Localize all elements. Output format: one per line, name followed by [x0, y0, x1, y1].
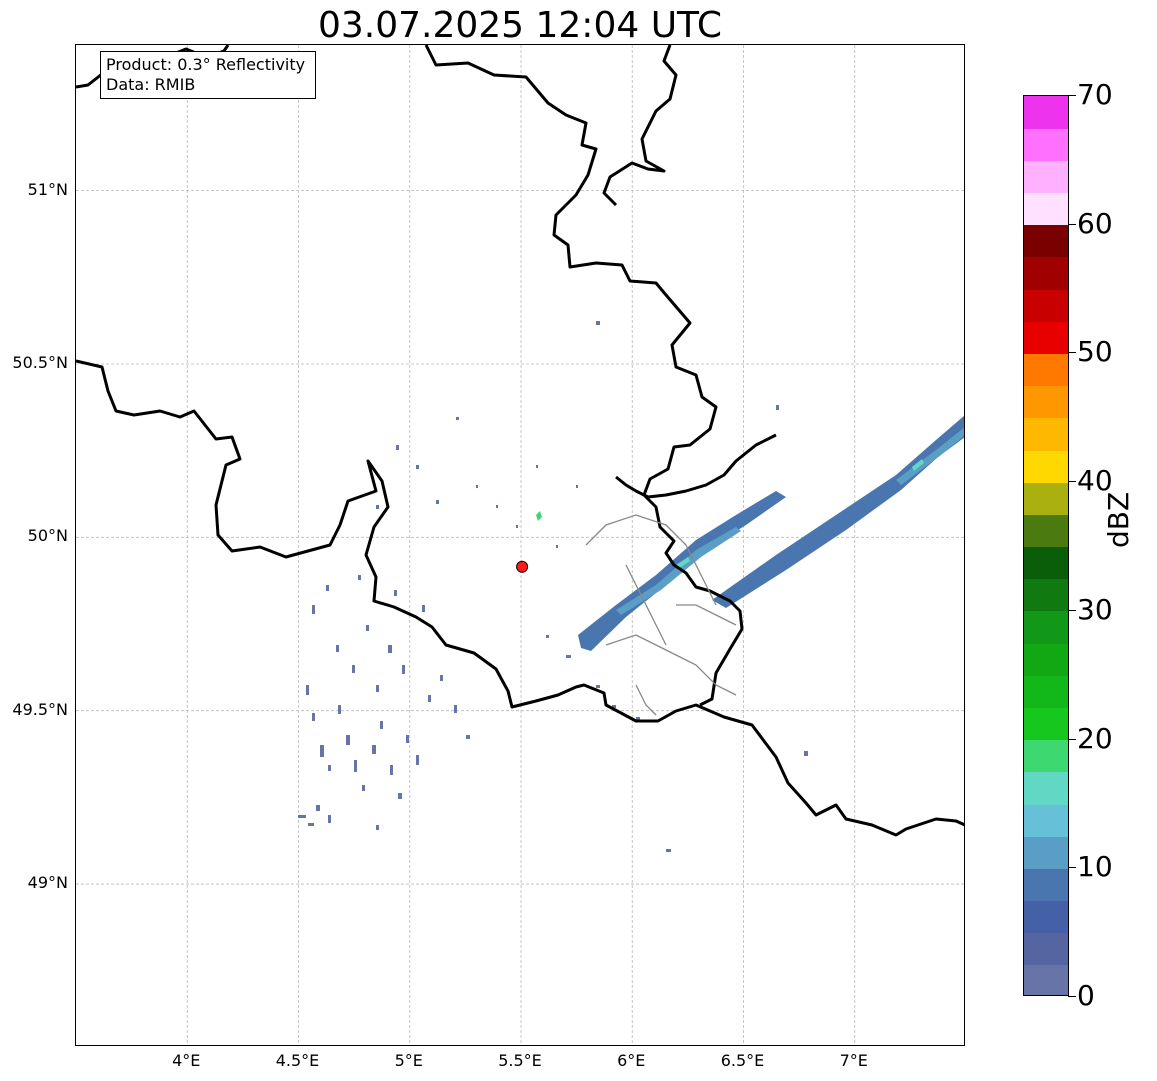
colorbar-segment: [1024, 417, 1068, 451]
radar-echoes: [298, 321, 964, 852]
colorbar-segment: [1024, 482, 1068, 515]
longitude-tick-label: 4.5°E: [275, 1051, 320, 1070]
colorbar-segment: [1024, 771, 1068, 805]
latitude-tick-label: 49.5°N: [12, 699, 68, 719]
colorbar-segment: [1024, 546, 1068, 580]
radar-site-marker: [516, 560, 529, 573]
colorbar-segment: [1024, 128, 1068, 161]
colorbar-tick-mark: [1068, 996, 1076, 997]
latitude-tick-label: 51°N: [27, 179, 68, 199]
colorbar-tick-mark: [1068, 223, 1076, 225]
colorbar-segment: [1024, 385, 1068, 419]
province-borders: [585, 514, 737, 716]
colorbar-tick-label: 40: [1077, 464, 1113, 498]
colorbar-tick-mark: [1068, 481, 1076, 483]
colorbar-label: dBZ: [1102, 491, 1135, 548]
colorbar-segment: [1024, 224, 1068, 258]
colorbar-tick-label: 70: [1077, 78, 1113, 111]
longitude-tick-label: 7°E: [839, 1051, 868, 1070]
colorbar-segment: [1024, 643, 1068, 676]
latitude-tick-label: 50.5°N: [12, 352, 68, 372]
dbz-colorbar: [1023, 95, 1069, 996]
colorbar-segment: [1024, 289, 1068, 322]
map-title: 03.07.2025 12:04 UTC: [317, 5, 723, 46]
colorbar-segment: [1024, 353, 1068, 387]
longitude-tick-label: 4°E: [172, 1051, 201, 1070]
colorbar-tick-label: 0: [1077, 979, 1095, 1012]
country-borders: [76, 45, 964, 837]
longitude-tick-label: 5°E: [394, 1051, 423, 1070]
product-label: Product: 0.3° Reflectivity: [106, 55, 306, 74]
longitude-tick-label: 6.5°E: [720, 1051, 765, 1070]
colorbar-segment: [1024, 675, 1068, 708]
colorbar-tick-label: 30: [1077, 592, 1113, 626]
colorbar-tick-label: 10: [1077, 850, 1113, 884]
colorbar-tick-mark: [1068, 95, 1076, 96]
data-source-label: Data: RMIB: [106, 75, 196, 94]
colorbar-segment: [1024, 610, 1068, 644]
longitude-tick-label: 5.5°E: [498, 1051, 542, 1070]
colorbar-segment: [1024, 514, 1068, 548]
colorbar-segment: [1024, 803, 1068, 837]
colorbar-tick-label: 20: [1077, 721, 1113, 755]
latitude-tick-label: 50°N: [27, 526, 68, 546]
colorbar-segment: [1024, 192, 1068, 226]
colorbar-segment: [1024, 96, 1068, 129]
colorbar-segment: [1024, 707, 1068, 741]
colorbar-segment: [1024, 321, 1068, 355]
longitude-tick-label: 6°E: [617, 1051, 646, 1070]
colorbar-tick-label: 50: [1077, 335, 1113, 369]
colorbar-segment: [1024, 739, 1068, 773]
colorbar-segment: [1024, 836, 1068, 869]
latitude-tick-label: 49°N: [27, 873, 68, 893]
colorbar-tick-label: 60: [1077, 206, 1113, 240]
colorbar-segment: [1024, 964, 1068, 995]
gridlines: [76, 45, 964, 1045]
colorbar-segment: [1024, 160, 1068, 194]
colorbar-tick-mark: [1068, 738, 1076, 740]
radar-map[interactable]: [75, 44, 965, 1046]
colorbar-segment: [1024, 868, 1068, 902]
colorbar-tick-mark: [1068, 609, 1076, 611]
colorbar-segment: [1024, 900, 1068, 934]
colorbar-tick-mark: [1068, 352, 1076, 354]
colorbar-tick-mark: [1068, 867, 1076, 869]
colorbar-segment: [1024, 449, 1068, 483]
map-canvas: [76, 45, 964, 1045]
colorbar-segment: [1024, 578, 1068, 612]
product-info-box: Product: 0.3° Reflectivity Data: RMIB: [100, 51, 316, 99]
colorbar-segment: [1024, 932, 1068, 966]
colorbar-segment: [1024, 256, 1068, 290]
